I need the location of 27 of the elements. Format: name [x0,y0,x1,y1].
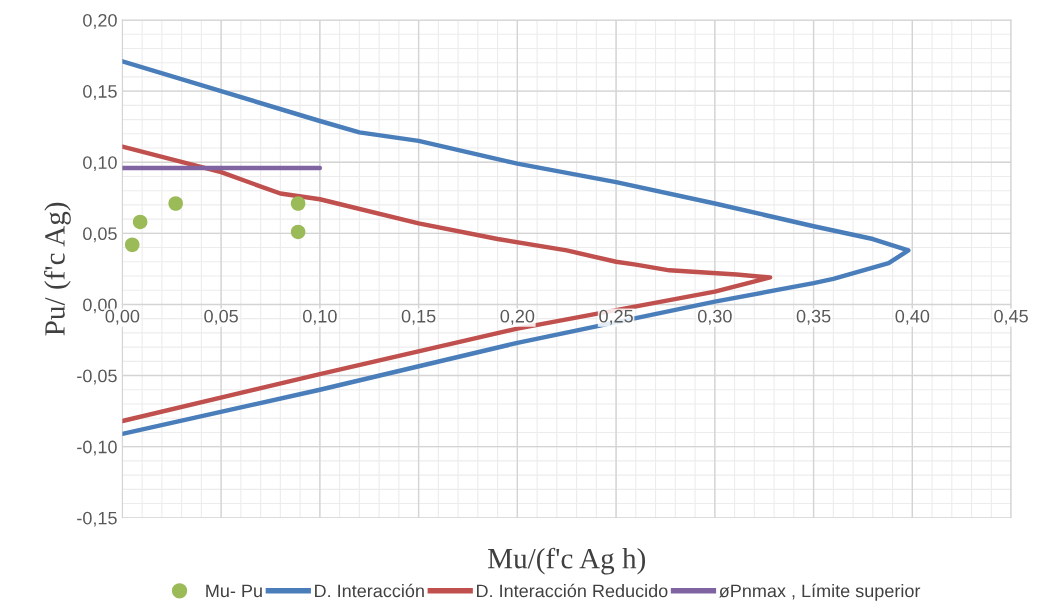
x-tick-label: 0,15 [401,309,436,325]
x-tick-label: 0,40 [895,309,930,325]
x-axis-title: Mu/(f'c Ag h) [487,547,646,575]
point [290,196,306,211]
y-axis-title: Pu/ (f'c Ag) [43,202,71,336]
x-tick-label: 0,25 [599,309,633,325]
point [124,237,140,253]
y-tick-label: -0,05 [77,369,117,385]
legend-label: D. Interacción [315,583,424,598]
legend-label: øPnmax , Límite superior [719,583,921,601]
x-tick-label: 0,20 [500,309,535,325]
point [290,224,306,240]
y-tick-label: 0,20 [83,13,117,29]
y-tick-label: -0,15 [77,511,117,527]
y-tick-label: 0,15 [83,85,117,100]
y-tick-label: 0,10 [83,156,117,172]
x-tick-label: 0,05 [204,309,238,325]
legend-label: D. Interacción Reducido [477,583,668,598]
x-tick-label: 0,35 [796,309,831,325]
y-tick-label: -0,10 [77,440,117,456]
legend-label: Mu- Pu [206,584,262,598]
x-tick-label: 0,45 [994,309,1028,325]
point [132,214,148,230]
y-tick-label: 0,05 [83,227,117,243]
x-tick-label: 0,30 [697,309,732,325]
point [168,196,183,211]
x-tick-label: 0,10 [302,309,337,325]
